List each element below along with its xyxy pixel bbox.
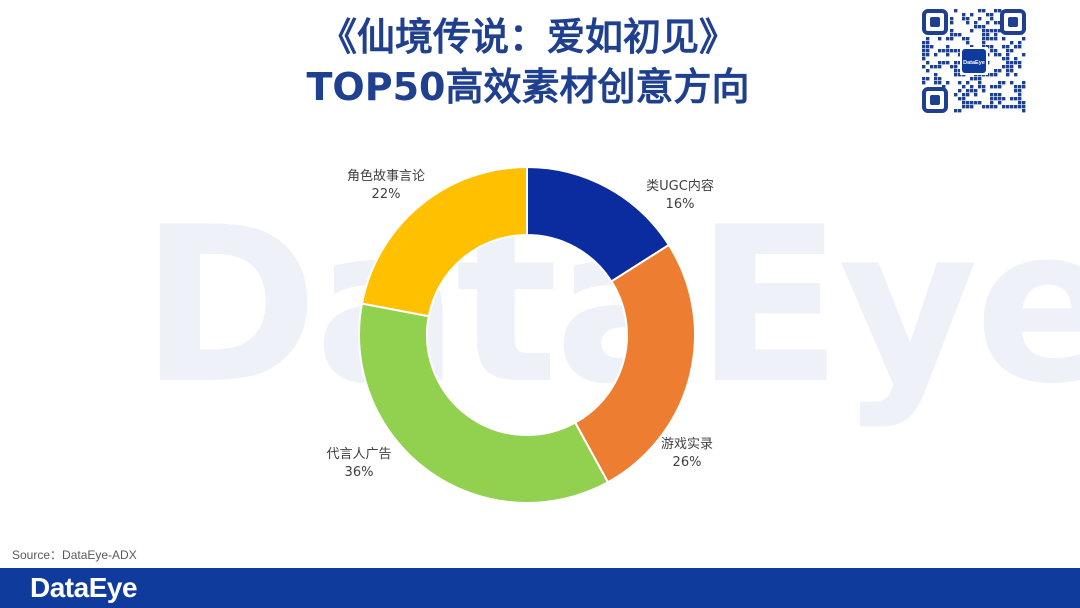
slice-label-2: 游戏实录: [661, 437, 713, 452]
slice-value-label-1: 16%: [666, 197, 695, 212]
footer-logo: DataEye: [30, 572, 138, 603]
qr-logo-text: DataEye: [963, 60, 985, 66]
source-note: Source：DataEye-ADX: [12, 548, 137, 562]
slice-label-4: 角色故事言论: [347, 168, 425, 184]
donut-slice-4: [360, 165, 528, 318]
slice-label-3: 代言人广告: [326, 447, 391, 462]
donut-slice-2: [573, 243, 696, 484]
slice-label-1: 类UGC内容: [646, 178, 714, 194]
slice-value-label-3: 36%: [345, 465, 374, 480]
page-subtitle: TOP50高效素材创意方向: [306, 65, 750, 109]
qr-code-icon: DataEye: [920, 7, 1028, 115]
footer-bar: DataEye: [0, 568, 1080, 608]
slice-value-label-4: 22%: [372, 187, 401, 202]
page-title: 《仙境传说：爱如初见》: [318, 15, 737, 59]
slice-value-label-2: 26%: [673, 455, 702, 470]
donut-slice-3: [358, 302, 610, 505]
donut-chart: 类UGC内容 16% 游戏实录 26% 代言人广告 36% 角色故事言论 22%: [326, 165, 714, 505]
